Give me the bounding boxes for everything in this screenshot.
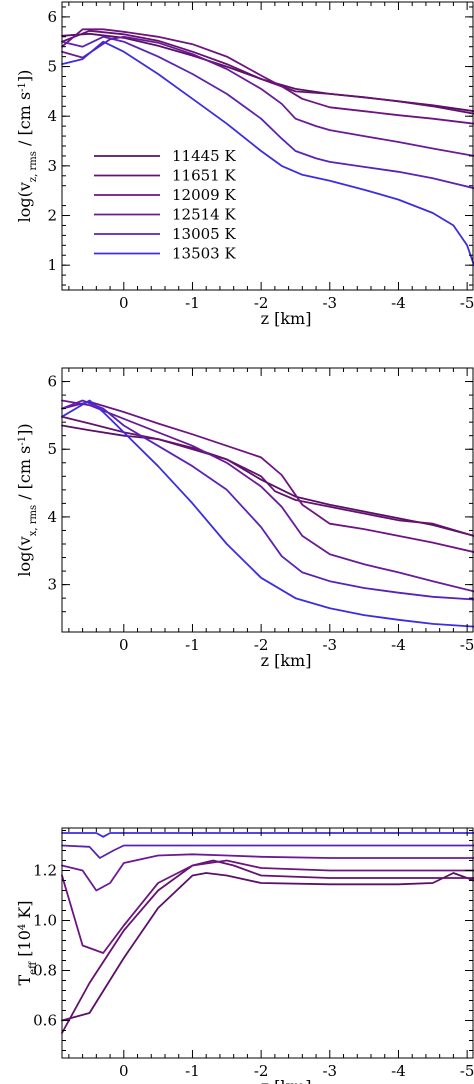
series-line-2 bbox=[61, 28, 474, 125]
legend-label: 13005 K bbox=[172, 225, 236, 243]
x-tick-label: -2 bbox=[254, 636, 269, 654]
legend-label: 11651 K bbox=[172, 167, 236, 185]
y-tick-label: 2 bbox=[47, 207, 57, 225]
series-line-2 bbox=[61, 400, 474, 553]
x-tick-label: 0 bbox=[119, 1062, 129, 1080]
legend-label: 13503 K bbox=[172, 245, 236, 263]
series-line-1 bbox=[61, 859, 474, 1034]
y-tick-label: 5 bbox=[47, 58, 57, 76]
series-line-0 bbox=[61, 872, 474, 1022]
series-line-1 bbox=[61, 29, 474, 115]
x-axis-label: z [km] bbox=[261, 1077, 312, 1084]
x-tick-label: -3 bbox=[322, 636, 337, 654]
plot-frame bbox=[61, 367, 474, 633]
series-line-5 bbox=[61, 399, 474, 628]
legend-label: 11445 K bbox=[172, 147, 236, 165]
legend-label: 12514 K bbox=[172, 206, 236, 224]
x-tick-label: -1 bbox=[185, 1062, 200, 1080]
y-axis-label: Teff [104 K] bbox=[15, 900, 39, 985]
x-tick-label: -5 bbox=[460, 294, 474, 312]
y-tick-label: 3 bbox=[47, 576, 57, 594]
y-tick-label: 1.2 bbox=[33, 862, 57, 880]
y-tick-label: 1.0 bbox=[33, 912, 57, 930]
series-line-3 bbox=[61, 35, 474, 157]
series-line-1 bbox=[61, 415, 474, 537]
x-tick-label: -4 bbox=[391, 1062, 406, 1080]
x-axis-label: z [km] bbox=[261, 309, 312, 328]
y-axis-label: log(vx, rms / [cm s-1]) bbox=[15, 423, 39, 576]
series-line-3 bbox=[61, 853, 474, 892]
x-tick-label: -3 bbox=[322, 294, 337, 312]
series-line-4 bbox=[61, 399, 474, 601]
series-line-3 bbox=[61, 399, 474, 593]
y-tick-label: 4 bbox=[47, 508, 57, 526]
x-axis-label: z [km] bbox=[261, 651, 312, 670]
x-tick-label: -1 bbox=[185, 294, 200, 312]
plot-frame bbox=[61, 1, 474, 291]
x-tick-label: 0 bbox=[119, 636, 129, 654]
x-tick-label: -1 bbox=[185, 636, 200, 654]
series-line-5 bbox=[61, 40, 474, 267]
series-line-4 bbox=[61, 844, 474, 859]
x-tick-label: -5 bbox=[460, 1062, 474, 1080]
x-tick-label: -3 bbox=[322, 1062, 337, 1080]
series-line-4 bbox=[61, 35, 474, 190]
y-tick-label: 0.8 bbox=[33, 962, 57, 980]
y-axis-label: log(vz, rms / [cm s-1]) bbox=[15, 70, 39, 223]
legend-label: 12009 K bbox=[172, 186, 236, 204]
series-line-0 bbox=[61, 32, 474, 113]
x-tick-label: 0 bbox=[119, 294, 129, 312]
y-tick-label: 4 bbox=[47, 107, 57, 125]
y-tick-label: 6 bbox=[47, 8, 57, 26]
panel-vx-rms: 0 -1 -2 -3 -4 -5 3 4 5 6 z [km] log(vx, rms / [cm s… bbox=[15, 367, 474, 670]
y-tick-label: 1 bbox=[47, 256, 57, 274]
y-tick-label: 0.6 bbox=[33, 1012, 57, 1030]
series-line-0 bbox=[61, 424, 474, 537]
y-tick-label: 6 bbox=[47, 373, 57, 391]
x-tick-label: -4 bbox=[391, 294, 406, 312]
panel-vz-rms: 0 -1 -2 -3 -4 -5 1 2 3 4 5 6 z [km] log(vz, rms / [cm… bbox=[15, 1, 474, 328]
series-line-2 bbox=[61, 859, 474, 954]
x-tick-label: -2 bbox=[254, 294, 269, 312]
y-tick-label: 5 bbox=[47, 440, 57, 458]
panel-teff: 0 -1 -2 -3 -4 -5 0.6 0.8 1.0 1.2 z [km] Teff [104 K… bbox=[15, 827, 474, 1084]
x-tick-label: -5 bbox=[460, 636, 474, 654]
x-tick-label: -4 bbox=[391, 636, 406, 654]
series-line-5 bbox=[61, 832, 474, 838]
y-tick-label: 3 bbox=[47, 157, 57, 175]
x-tick-label: -2 bbox=[254, 1062, 269, 1080]
